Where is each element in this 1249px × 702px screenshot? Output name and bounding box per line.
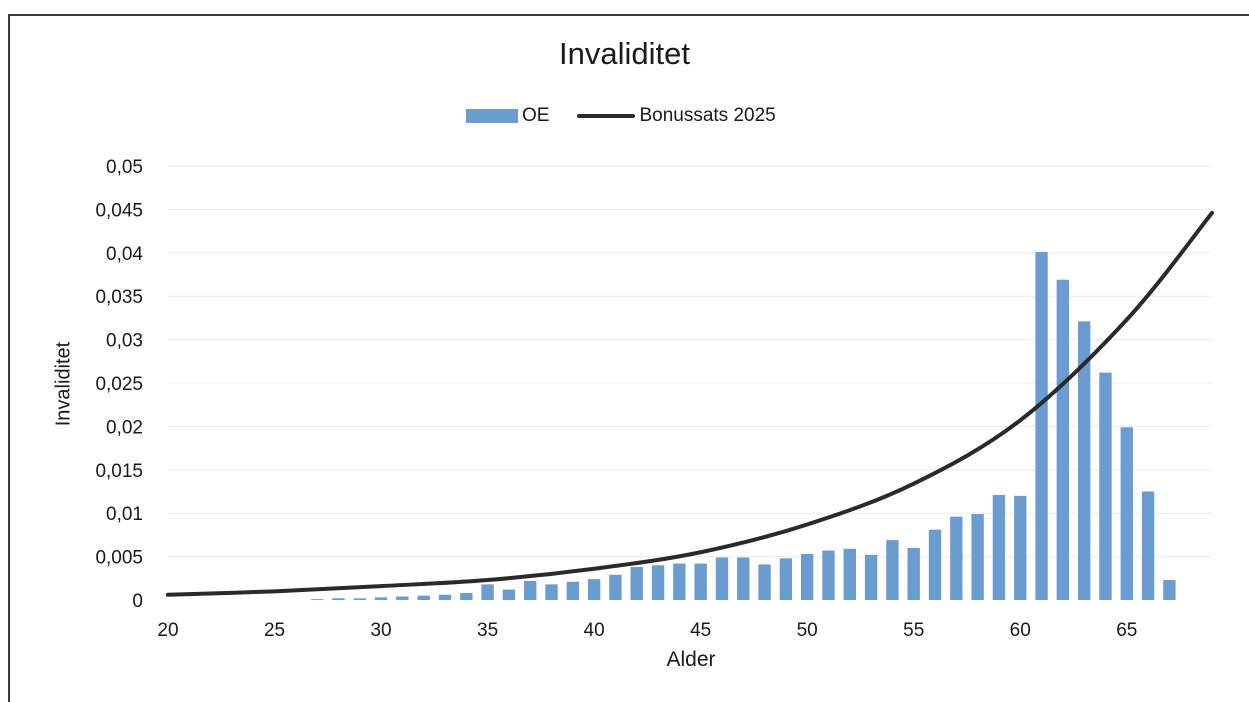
bar-oe: [609, 574, 622, 600]
y-tick-label: 0,02: [106, 417, 143, 438]
bar-oe: [673, 563, 686, 600]
bar-oe: [545, 584, 558, 600]
y-tick-label: 0,03: [106, 331, 143, 352]
y-tick-label: 0,045: [95, 200, 143, 221]
bar-oe: [822, 550, 835, 600]
bar-oe: [353, 598, 366, 600]
bar-oe: [1014, 495, 1027, 600]
x-tick-label: 45: [690, 620, 711, 641]
y-tick-label: 0,035: [95, 287, 143, 308]
chart-frame: [8, 14, 1249, 702]
bar-oe: [843, 548, 856, 600]
bar-oe: [566, 581, 579, 600]
legend-label-oe: OE: [522, 105, 550, 126]
y-tick-label: 0,05: [106, 157, 143, 178]
y-tick-label: 0,01: [106, 504, 143, 525]
bar-oe: [886, 540, 899, 600]
y-tick-label: 0,005: [95, 548, 143, 569]
bar-oe: [992, 494, 1006, 600]
x-tick-label: 50: [797, 620, 818, 641]
y-tick-label: 0,025: [95, 374, 143, 395]
bar-oe: [396, 596, 409, 600]
legend-swatch-oe: [466, 109, 518, 123]
y-tick-label: 0,015: [95, 461, 143, 482]
bar-oe: [651, 565, 665, 600]
y-tick-label: 0,04: [106, 244, 143, 265]
bar-oe: [630, 567, 643, 600]
x-tick-label: 35: [477, 620, 498, 641]
bar-oe: [715, 557, 729, 600]
y-tick-label: 0: [132, 591, 143, 612]
legend: OE Bonussats 2025: [466, 104, 776, 128]
x-axis-label: Alder: [666, 648, 716, 671]
bar-oe: [460, 593, 473, 600]
bar-oe: [587, 579, 601, 600]
bar-oe: [481, 584, 494, 600]
bar-oe: [1141, 491, 1155, 600]
x-tick-label: 65: [1116, 620, 1137, 641]
bar-oe: [801, 553, 814, 600]
bar-oe: [374, 597, 388, 600]
bar-oe: [737, 557, 750, 600]
bar-oe: [332, 598, 345, 600]
bar-oe: [758, 564, 771, 600]
x-tick-label: 25: [264, 620, 285, 641]
bar-oe: [310, 599, 324, 600]
bar-oe: [694, 563, 707, 600]
x-tick-label: 55: [903, 620, 924, 641]
bar-oe: [1163, 580, 1176, 600]
bar-oe: [971, 514, 984, 600]
bar-oe: [1099, 372, 1112, 600]
bar-oe: [1077, 321, 1091, 600]
bar-oe: [502, 589, 516, 600]
bar-oe: [1035, 251, 1048, 600]
bar-oe: [1056, 279, 1070, 600]
x-tick-label: 40: [584, 620, 605, 641]
bar-oe: [417, 595, 430, 600]
legend-swatch-bonussats: [577, 114, 636, 118]
chart-title: Invaliditet: [559, 36, 690, 71]
bar-oe: [779, 558, 793, 600]
bar-oe: [1120, 427, 1133, 600]
x-tick-label: 30: [370, 620, 391, 641]
bar-oe: [524, 580, 537, 600]
bar-oe: [438, 594, 452, 600]
bar-oe: [928, 529, 942, 600]
x-tick-label: 60: [1010, 620, 1031, 641]
bar-oe: [907, 547, 920, 600]
bar-oe: [950, 516, 963, 600]
line-bonussats-2025: [166, 210, 1214, 597]
legend-label-bonussats: Bonussats 2025: [639, 105, 776, 126]
x-tick-label: 20: [157, 620, 178, 641]
bar-oe: [864, 554, 878, 600]
